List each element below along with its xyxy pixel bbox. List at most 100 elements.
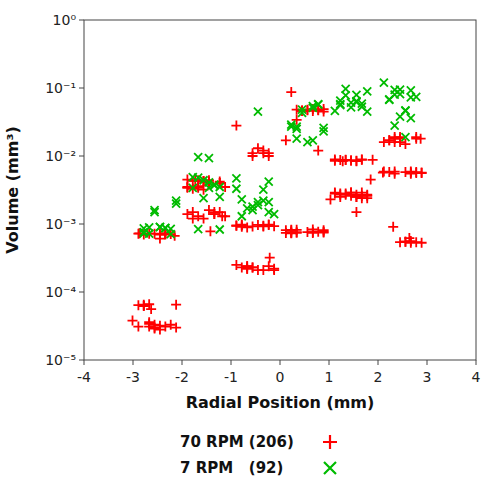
point [182, 183, 192, 193]
point [281, 135, 291, 145]
point [269, 265, 279, 275]
point [336, 100, 344, 108]
y-tick [79, 224, 84, 225]
y-tick-label: 10⁻⁴ [45, 284, 76, 300]
point [155, 325, 165, 335]
point [145, 223, 153, 231]
point [269, 221, 279, 231]
point [258, 221, 268, 231]
point [351, 207, 361, 217]
point [167, 230, 175, 238]
point [199, 214, 209, 224]
point [171, 300, 181, 310]
point [253, 220, 263, 230]
x-tick-label: 2 [374, 369, 383, 385]
point [216, 226, 224, 234]
x-tick [133, 360, 134, 365]
point [417, 238, 427, 248]
legend-label: 70 RPM (206) [180, 433, 294, 451]
point [363, 108, 371, 116]
point [264, 220, 274, 230]
point [133, 300, 143, 310]
point [238, 195, 246, 203]
point [249, 206, 257, 214]
y-tick-label: 10⁻² [45, 148, 76, 164]
point [366, 175, 376, 185]
point [401, 107, 409, 115]
point [319, 107, 329, 117]
point [380, 79, 388, 87]
point [215, 207, 225, 217]
x-tick [427, 360, 428, 365]
point [357, 155, 367, 165]
point [248, 262, 258, 272]
plot-area [128, 79, 427, 335]
point [320, 124, 328, 132]
point [264, 220, 274, 230]
point [325, 194, 335, 204]
point [172, 200, 180, 208]
point [182, 209, 192, 219]
y-tick-label: 10⁰ [53, 12, 77, 28]
x-tick-label: 4 [472, 369, 481, 385]
point [144, 319, 154, 329]
point [242, 261, 252, 271]
point [205, 226, 215, 236]
x-tick-label: -4 [77, 369, 91, 385]
point [351, 156, 361, 166]
point [258, 221, 268, 231]
point [231, 260, 241, 270]
point [259, 186, 267, 194]
point [330, 189, 340, 199]
point [194, 153, 202, 161]
point [270, 210, 278, 218]
x-tick [329, 360, 330, 365]
y-axis-label: Volume (mm³) [3, 126, 22, 253]
point [309, 136, 317, 144]
point [231, 121, 241, 131]
y-tick-label: 10⁻⁵ [45, 352, 76, 368]
point [342, 85, 350, 93]
legend-marker [324, 462, 336, 474]
point [139, 301, 149, 311]
point [352, 91, 360, 99]
point [362, 190, 372, 200]
point [357, 191, 367, 201]
point [231, 221, 241, 231]
y-tick-label: 10⁻¹ [45, 80, 76, 96]
x-tick-label: -3 [126, 369, 140, 385]
point [209, 209, 219, 219]
point [253, 143, 263, 153]
point [205, 184, 213, 192]
x-tick [231, 360, 232, 365]
point [292, 105, 302, 115]
point [319, 225, 329, 235]
x-tick-label: 3 [423, 369, 432, 385]
point [406, 236, 416, 246]
point [407, 114, 415, 122]
point [248, 221, 258, 231]
point [151, 208, 159, 216]
point [313, 146, 323, 156]
point [265, 178, 273, 186]
point [264, 148, 274, 158]
point [194, 174, 202, 182]
x-tick [84, 360, 85, 365]
x-axis-label: Radial Position (mm) [186, 393, 375, 412]
point [379, 137, 389, 147]
point [293, 135, 301, 143]
point [128, 316, 138, 326]
point [308, 228, 318, 238]
legend-marker [323, 435, 337, 449]
legend: 70 RPM (206)7 RPM (92) [180, 433, 337, 477]
point [341, 190, 351, 200]
x-tick [378, 360, 379, 365]
y-tick [79, 88, 84, 89]
x-tick [280, 360, 281, 365]
point [254, 108, 262, 116]
y-tick-label: 10⁻³ [45, 216, 76, 232]
point [363, 87, 371, 95]
point [209, 209, 219, 219]
point [216, 193, 224, 201]
point [384, 135, 394, 145]
